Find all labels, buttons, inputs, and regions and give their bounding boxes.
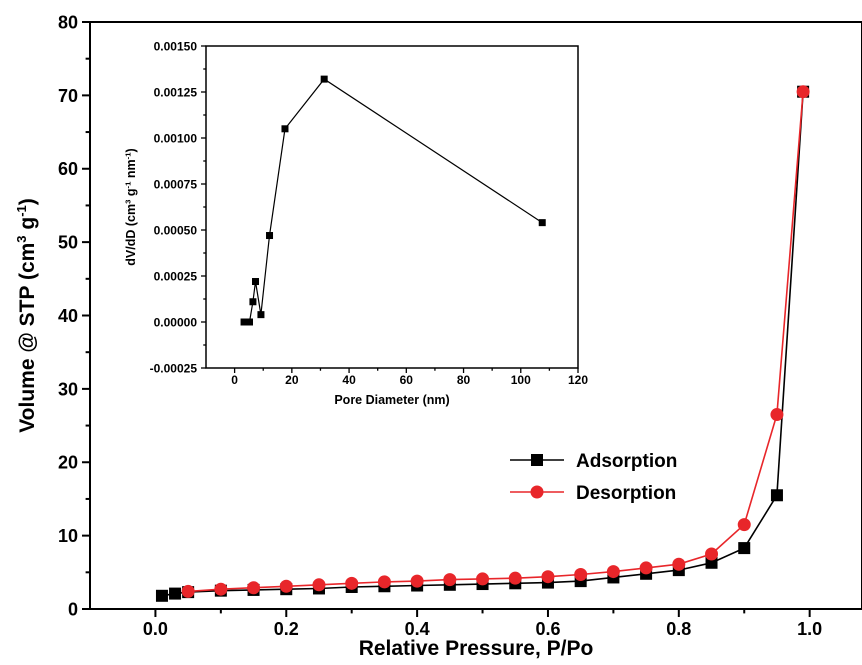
main-y-axis-label-part: -1 [14,205,29,217]
inset-series-0-point [240,318,248,326]
main-series-1-point [508,571,522,585]
main-series-1-point [443,573,457,587]
inset-series-0-point [249,298,257,306]
inset-y-tick-label: 0.00125 [154,85,198,99]
inset-x-tick-label: 20 [285,373,299,387]
main-series-0-point [705,556,718,569]
inset-series-0-point [245,318,253,326]
inset-y-tick-label: 0.00075 [154,177,198,191]
main-x-tick-label: 0.6 [535,619,560,639]
main-y-tick-label: 60 [58,159,78,179]
main-series-1-point [672,557,686,571]
inset-series-0-point [252,278,260,286]
inset-background [206,46,578,368]
inset-y-axis-label-part: 3 [123,199,132,204]
inset-x-tick-label: 120 [568,373,588,387]
main-x-tick-label: 0.2 [274,619,299,639]
inset-series-0-point [257,311,265,319]
main-y-tick-label: 40 [58,306,78,326]
inset-y-axis-label-part: dV/dD (cm [124,204,138,266]
inset-x-tick-label: 60 [400,373,414,387]
main-series-1-point [574,568,588,582]
inset-x-tick-label: 40 [342,373,356,387]
main-series-1-point [541,570,555,584]
main-y-tick-label: 20 [58,453,78,473]
main-y-tick-label: 80 [58,12,78,32]
inset-series-0-point [266,232,274,240]
inset-y-axis-label-part: -1 [123,181,132,189]
main-panel: 0.0 0.2 0.4 0.6 0.8 1.001020304050607080Relat… [14,12,862,660]
inset-y-axis-label-part: ) [124,148,138,152]
main-series-1-point [345,576,359,590]
main-series-0-point [169,587,182,600]
main-x-axis-label: Relative Pressure, P/Po [359,637,594,660]
main-series-0-point [738,542,751,555]
inset-y-tick-label: 0.00025 [154,269,198,283]
legend-label: Adsorption [576,451,677,472]
inset-y-axis-label-part: nm [124,159,138,181]
inset-y-tick-label: -0.00025 [150,361,198,375]
main-y-axis-label-part: ) [16,198,39,205]
main-y-axis-label: Volume @ STP (cm3 g-1) [14,198,39,433]
inset-series-0-point [320,75,328,83]
inset-y-axis-label: dV/dD (cm3 g-1 nm-1) [123,148,138,265]
main-y-tick-label: 0 [68,599,78,619]
inset-y-axis-label-part: -1 [123,152,132,160]
main-series-1-point [181,584,195,598]
inset-x-tick-label: 100 [511,373,531,387]
inset-y-tick-label: 0.00050 [154,223,198,237]
main-y-axis-label-part: 3 [14,235,29,242]
main-series-1-point [410,574,424,588]
main-series-1-point [312,578,326,592]
inset-series-0-point [538,219,546,227]
main-series-1-point [796,85,810,99]
inset-series-0-point [281,125,289,133]
main-series-1-point [770,408,784,422]
main-series-1-point [705,547,719,561]
main-series-1-point [377,575,391,589]
main-series-1-point [476,572,490,586]
legend-marker [531,454,543,466]
inset-x-axis-label: Pore Diameter (nm) [334,393,449,407]
main-series-1-point [214,582,228,596]
inset-y-axis-label-part: g [124,188,138,199]
main-series-1-point [279,579,293,593]
main-y-tick-label: 30 [58,379,78,399]
inset-x-tick-label: 80 [457,373,471,387]
main-x-tick-label: 1.0 [797,619,822,639]
main-y-axis-label-part: g [16,217,39,236]
main-series-0-point [155,589,168,602]
main-series-1-point [639,561,653,575]
main-x-tick-label: 0.4 [405,619,430,639]
main-y-tick-label: 10 [58,526,78,546]
main-series-1-point [737,518,751,532]
inset-panel: 0 20 40 60 80 100 120 -0.00025 0.00000 0.00025 0.0… [123,39,588,407]
inset-y-tick-label: 0.00150 [154,39,198,53]
legend-marker [530,485,544,499]
main-x-tick-label: 0.0 [143,619,168,639]
main-y-tick-label: 70 [58,86,78,106]
main-x-tick-label: 0.8 [666,619,691,639]
inset-x-tick-label: 0 [231,373,238,387]
main-series-0-point [770,489,783,502]
main-series-0-line [161,91,804,597]
main-series-1-point [247,581,261,595]
main-y-tick-label: 50 [58,233,78,253]
inset-y-tick-label: 0.00000 [154,315,198,329]
main-series-1-point [606,565,620,579]
legend-label: Desorption [576,483,676,504]
main-y-axis-label-part: Volume @ STP (cm [16,243,39,433]
inset-y-tick-label: 0.00100 [154,131,198,145]
legend: Adsorption Desorption [510,451,677,504]
